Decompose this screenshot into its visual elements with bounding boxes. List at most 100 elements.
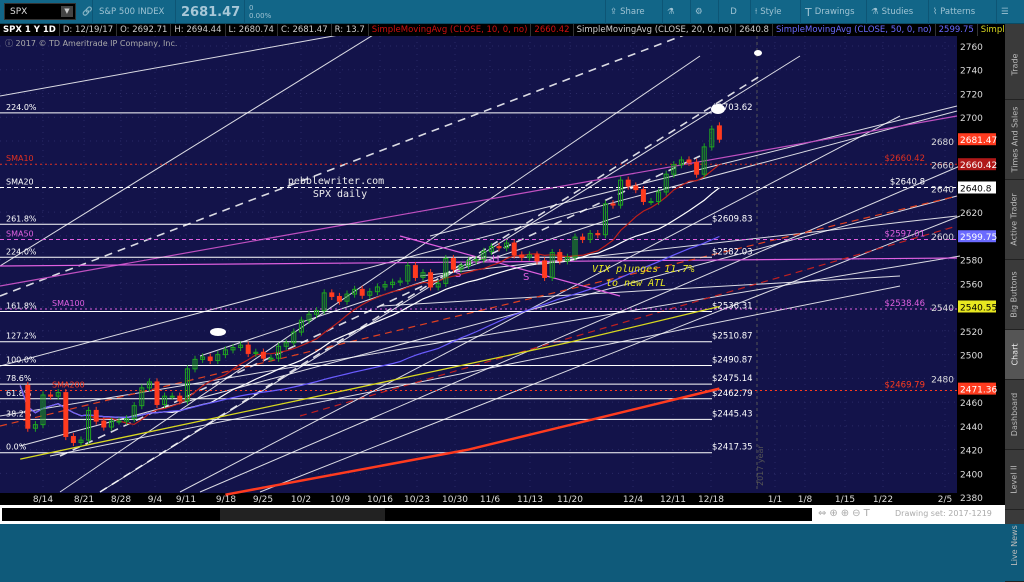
menu-icon: ☰: [1001, 7, 1009, 17]
scroll-thumb[interactable]: [220, 508, 385, 521]
sma200-line: [225, 387, 720, 496]
pan-icon[interactable]: ⇔: [818, 508, 830, 519]
price-badge: [958, 230, 996, 243]
drawing-set[interactable]: Drawing set: 2017-1219: [895, 509, 992, 518]
price-badge: [958, 133, 996, 146]
sidebar-tab-trade[interactable]: Trade: [1005, 30, 1024, 100]
candle: [587, 233, 593, 240]
candle: [458, 265, 464, 270]
candle: [260, 351, 266, 359]
aggregation-button[interactable]: D: [718, 0, 748, 24]
x-tick-label: 10/2: [291, 495, 311, 505]
price-badge-text: 2640.8: [960, 184, 992, 194]
trendline: [399, 235, 621, 297]
candle: [572, 236, 578, 258]
candle: [412, 265, 418, 278]
level-label: 78.6%: [6, 374, 32, 383]
candle: [359, 288, 365, 296]
crosshair-icon[interactable]: ⊕: [829, 508, 841, 519]
candle: [564, 256, 570, 262]
sma50-study[interactable]: SimpleMovingAvg (CLOSE, 50, 0, no): [773, 24, 936, 36]
x-tick-label: 11/13: [517, 495, 543, 505]
chevron-down-icon[interactable]: ▼: [61, 6, 73, 17]
candle: [169, 395, 175, 398]
pattern-head-label: H: [492, 254, 500, 265]
candle: [162, 395, 168, 405]
candle: [481, 250, 487, 261]
studies-label: Studies: [881, 7, 914, 17]
level-price-label: $2703.62: [712, 103, 753, 113]
y-tick-label: 2400: [960, 470, 983, 480]
sidebar-tab-label: Times And Sales: [1010, 106, 1019, 173]
sidebar-tab-active-trader[interactable]: Active Trader: [1005, 180, 1024, 260]
trendline: [99, 75, 761, 493]
scroll-track[interactable]: [2, 508, 812, 521]
style-label: Style: [760, 7, 782, 17]
candle: [70, 436, 76, 443]
candle: [382, 284, 388, 288]
sidebar-tab-live-news[interactable]: Live News: [1005, 510, 1024, 582]
x-tick-label: 8/28: [111, 495, 131, 505]
sma20-study[interactable]: SimpleMovingAvg (CLOSE, 20, 0, no): [574, 24, 737, 36]
sma10-study[interactable]: SimpleMovingAvg (CLOSE, 10, 0, no): [369, 24, 532, 36]
candle: [245, 344, 251, 354]
candle: [466, 260, 472, 267]
candle: [640, 189, 646, 202]
y-tick-label: 2560: [960, 280, 983, 290]
drawings-button[interactable]: T Drawings: [800, 0, 859, 24]
level-price-label: $2660.42: [884, 154, 925, 164]
candle: [473, 259, 479, 262]
symbol-description: S&P 500 INDEX: [92, 0, 170, 24]
symbol-input[interactable]: SPX ▼: [4, 3, 76, 20]
candle: [78, 439, 84, 443]
sidebar-tab-big-buttons[interactable]: Big Buttons: [1005, 260, 1024, 330]
zoom-out-icon[interactable]: ⊖: [852, 508, 864, 519]
sidebar-tab-level-ii[interactable]: Level II: [1005, 450, 1024, 510]
level-price-label: $2538.46: [884, 299, 925, 309]
sidebar-tab-label: Trade: [1010, 53, 1019, 76]
level-label: SMA20: [6, 177, 34, 186]
candle: [329, 292, 335, 297]
candle: [542, 260, 548, 278]
sidebar-tab-chart[interactable]: Chart: [1005, 330, 1024, 380]
candle: [352, 288, 358, 295]
sidebar-tab-dashboard[interactable]: Dashboard: [1005, 380, 1024, 450]
menu-button[interactable]: ☰: [996, 0, 1013, 24]
x-tick-label: 12/4: [623, 495, 643, 505]
zoom-controls[interactable]: ⇔⊕⊕⊖T: [818, 508, 873, 519]
chart-svg[interactable]: 224.0% $2703.62 SMA10 $2660.42 SMA20 $2640.8 2…: [0, 36, 1005, 505]
text-icon[interactable]: T: [863, 508, 873, 519]
sidebar-tab-times-and-sales[interactable]: Times And Sales: [1005, 100, 1024, 180]
sidebar-tab-label: Big Buttons: [1010, 271, 1020, 318]
sma100-study[interactable]: Simple...: [978, 24, 1005, 36]
style-button[interactable]: ⟊ Style: [750, 0, 786, 24]
copyright-text: 2017 © TD Ameritrade IP Company, Inc.: [15, 39, 178, 48]
sma50-line: [19, 235, 720, 418]
patterns-button[interactable]: ⌇ Patterns: [928, 0, 979, 24]
studies-button[interactable]: ⚗ Studies: [866, 0, 917, 24]
share-button[interactable]: ⇪ Share: [605, 0, 649, 24]
chart-title: SPX 1 Y 1D: [0, 24, 60, 36]
info-icon: ⓘ: [5, 39, 16, 48]
zoom-in-icon[interactable]: ⊕: [840, 508, 853, 519]
link-icon[interactable]: 🔗: [82, 7, 93, 17]
sidebar-tab-label: Level II: [1010, 465, 1020, 494]
bar-low: L: 2680.74: [226, 24, 278, 36]
candle: [298, 319, 304, 333]
candle: [716, 125, 722, 140]
price-chart[interactable]: 224.0% $2703.62 SMA10 $2660.42 SMA20 $2640.8 2…: [0, 36, 1005, 505]
candle: [367, 291, 373, 296]
time-scrollbar[interactable]: ⇔⊕⊕⊖T Drawing set: 2017-1219: [0, 505, 1005, 524]
level-label: 224.0%: [6, 103, 37, 112]
candle: [428, 272, 434, 288]
sma20-value: 2640.8: [736, 24, 773, 36]
flask-button[interactable]: ⚗: [662, 0, 679, 24]
candle: [55, 392, 61, 397]
x-tick-label: 8/21: [74, 495, 94, 505]
candle: [701, 146, 707, 175]
trendline: [0, 257, 958, 267]
settings-button[interactable]: ⚙: [690, 0, 707, 24]
candle: [686, 159, 692, 163]
level-price-label: $2462.79: [712, 389, 753, 399]
patterns-label: Patterns: [940, 7, 976, 17]
